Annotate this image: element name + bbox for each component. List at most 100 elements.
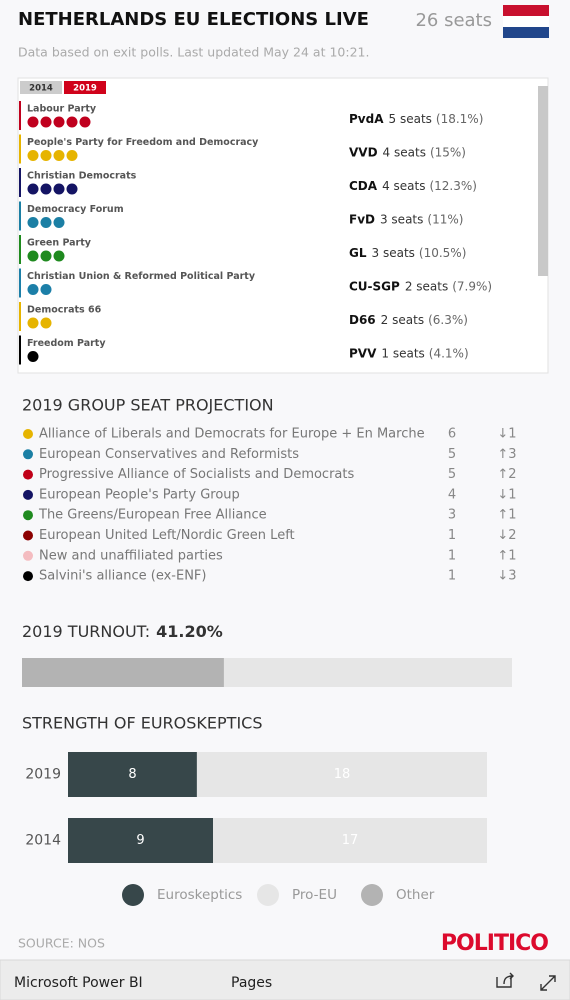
party-result: CU-SGP 2 seats (7.9%): [349, 279, 492, 293]
brand: POLITICO: [441, 931, 548, 956]
seat-dot: [40, 217, 52, 228]
party-share: (12.3%): [429, 179, 476, 193]
party-share: (7.9%): [452, 279, 492, 293]
group-dot: [23, 449, 33, 460]
seat-dot: [27, 150, 39, 161]
party-seats: 3 seats: [372, 246, 415, 260]
group-name: European People's Party Group: [39, 487, 240, 502]
turnout-value: 41.20%: [156, 622, 223, 641]
group-change: ↑2: [497, 467, 516, 482]
group-seats: 1: [448, 528, 456, 543]
party-abbr: PVV: [349, 346, 377, 360]
party-accent: [19, 134, 21, 164]
party-seats: 3 seats: [380, 212, 423, 226]
party-accent: [19, 235, 21, 264]
share-icon[interactable]: [496, 972, 514, 988]
tab[interactable]: [20, 81, 62, 94]
group-seats: 5: [448, 467, 456, 482]
legend-swatch: [122, 884, 144, 906]
party-result: GL 3 seats (10.5%): [349, 246, 466, 260]
bar-segment: [196, 752, 487, 797]
party-accent: [19, 268, 21, 298]
bar-segment: [68, 752, 197, 797]
party-abbr: D66: [349, 313, 376, 327]
group-change: ↓1: [497, 487, 516, 502]
turnout-bar: [22, 658, 224, 687]
party-result: VVD 4 seats (15%): [349, 145, 466, 159]
seat-dot: [40, 150, 52, 161]
title: NETHERLANDS EU ELECTIONS LIVE: [18, 9, 369, 30]
tab-label: 2014: [29, 84, 53, 94]
party-name: Labour Party: [27, 104, 97, 115]
party-abbr: FvD: [349, 212, 375, 226]
party-share: (18.1%): [436, 112, 483, 126]
seat-dot: [53, 217, 65, 228]
seat-dot: [27, 250, 39, 262]
group-dot: [23, 429, 33, 439]
turnout-title: 2019 TURNOUT:: [22, 622, 150, 641]
group-name: Progressive Alliance of Socialists and D…: [39, 467, 354, 482]
total-seats: 26 seats: [415, 10, 492, 31]
bar-value-label: 18: [334, 767, 351, 782]
party-accent: [19, 201, 21, 231]
group-dot: [23, 489, 33, 500]
group-seats: 5: [448, 447, 456, 462]
bar-segment: [213, 818, 488, 863]
party-name: Christian Democrats: [27, 171, 137, 182]
group-name: The Greens/European Free Alliance: [38, 508, 267, 523]
legend-label: Other: [396, 887, 435, 903]
turnout-heading: 2019 TURNOUT: 41.20%: [22, 622, 223, 641]
party-accent: [19, 302, 21, 331]
party-share: (4.1%): [429, 346, 469, 360]
source: SOURCE: NOS: [18, 936, 105, 951]
group-seats: 3: [448, 508, 456, 523]
party-name: Christian Union & Reformed Political Par…: [27, 271, 256, 282]
party-result: CDA 4 seats (12.3%): [349, 179, 477, 193]
legend-label: Euroskeptics: [157, 887, 242, 903]
party-panel: [17, 77, 549, 374]
tab-label: 2019: [73, 84, 97, 94]
party-result: FvD 3 seats (11%): [349, 212, 463, 226]
tab[interactable]: [64, 81, 106, 94]
group-change: ↑3: [497, 447, 516, 462]
seat-dot: [53, 183, 65, 195]
party-abbr: CU-SGP: [349, 279, 400, 293]
app-name[interactable]: Microsoft Power BI: [14, 975, 143, 991]
party-seats: 2 seats: [381, 313, 424, 327]
pages-button[interactable]: Pages: [231, 975, 272, 991]
seat-dot: [27, 217, 39, 228]
group-change: ↓2: [497, 528, 516, 543]
party-seats: 5 seats: [389, 112, 432, 126]
group-dot: [23, 510, 33, 521]
party-accent: [19, 168, 21, 197]
party-name: People's Party for Freedom and Democracy: [27, 137, 259, 148]
seat-dot: [53, 250, 65, 262]
group-dot: [23, 550, 33, 561]
legend-swatch: [361, 884, 383, 906]
party-seats: 1 seats: [381, 346, 424, 360]
party-abbr: VVD: [349, 145, 378, 159]
chart-title: STRENGTH OF EUROSKEPTICS: [22, 714, 262, 733]
seat-dot: [27, 351, 39, 362]
party-result: D66 2 seats (6.3%): [349, 313, 468, 327]
group-dot: [23, 530, 33, 541]
euroskeptics-chart: STRENGTH OF EUROSKEPTICS 2019 8 18 2014 9 17 Eu…: [22, 714, 488, 906]
scrollbar[interactable]: [538, 86, 548, 276]
party-name: Freedom Party: [27, 338, 106, 349]
seat-dot: [79, 116, 91, 128]
party-result: PvdA 5 seats (18.1%): [349, 112, 483, 126]
section-title: 2019 GROUP SEAT PROJECTION: [22, 396, 274, 415]
expand-icon[interactable]: [540, 975, 556, 991]
party-list: 2014 2019 Labour Party PvdA 5 seats (18.1%) Pe…: [19, 81, 492, 365]
group-name: Alliance of Liberals and Democrats for E…: [39, 427, 425, 442]
group-seats: 4: [448, 487, 456, 502]
group-change: ↓1: [497, 427, 516, 442]
party-abbr: PvdA: [349, 112, 384, 126]
y-tick-label: 2014: [25, 833, 61, 849]
legend-label: Pro-EU: [292, 887, 337, 903]
seat-dot: [27, 183, 39, 195]
party-result: PVV 1 seats (4.1%): [349, 346, 469, 360]
seat-dot: [40, 183, 52, 195]
seat-dot: [66, 150, 78, 161]
seat-dot: [40, 284, 52, 295]
